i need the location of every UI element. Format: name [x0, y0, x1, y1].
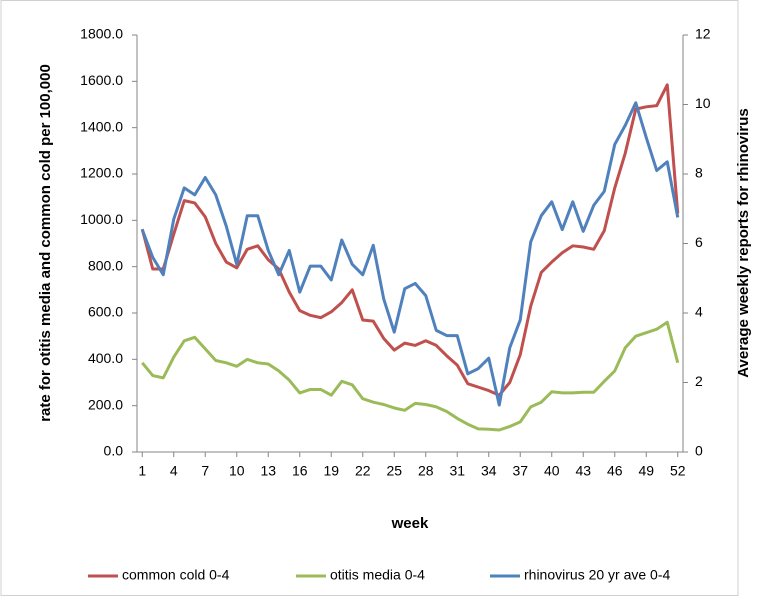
y-tick-label: 1600.0 — [80, 72, 123, 88]
x-axis-label: week — [391, 515, 429, 532]
y2-tick-label: 12 — [695, 26, 711, 42]
frame — [0, 0, 739, 596]
y2-axis-label: Average weekly reports for rhinovirus — [735, 108, 752, 378]
x-tick-label: 49 — [638, 463, 654, 479]
y2-tick-label: 4 — [695, 304, 703, 320]
x-tick-label: 25 — [386, 463, 402, 479]
legend-label: otitis media 0-4 — [330, 567, 425, 583]
x-tick-label: 16 — [292, 463, 308, 479]
y-tick-label: 600.0 — [88, 304, 123, 320]
y2-tick-label: 2 — [695, 373, 703, 389]
x-tick-label: 52 — [670, 463, 686, 479]
y-tick-label: 1200.0 — [80, 165, 123, 181]
x-tick-label: 28 — [418, 463, 434, 479]
x-tick-label: 22 — [355, 463, 371, 479]
x-tick-label: 46 — [607, 463, 623, 479]
x-tick-label: 34 — [481, 463, 497, 479]
x-tick-label: 7 — [201, 463, 209, 479]
legend-label: common cold 0-4 — [122, 567, 230, 583]
x-tick-label: 10 — [229, 463, 245, 479]
x-tick-label: 19 — [323, 463, 339, 479]
x-tick-label: 37 — [512, 463, 528, 479]
x-tick-label: 4 — [170, 463, 178, 479]
y2-tick-label: 0 — [695, 443, 703, 459]
x-tick-label: 31 — [449, 463, 465, 479]
legend-label: rhinovirus 20 yr ave 0-4 — [524, 567, 671, 583]
y-tick-label: 200.0 — [88, 396, 123, 412]
y-tick-label: 400.0 — [88, 350, 123, 366]
x-tick-label: 1 — [138, 463, 146, 479]
y-tick-label: 1400.0 — [80, 118, 123, 134]
y-axis-label: rate for otitis media and common cold pe… — [37, 64, 54, 422]
series-line — [140, 101, 680, 407]
y-tick-label: 0.0 — [104, 443, 124, 459]
y2-tick-label: 8 — [695, 165, 703, 181]
x-tick-label: 43 — [575, 463, 591, 479]
y2-tick-label: 6 — [695, 234, 703, 250]
series-line — [140, 83, 680, 397]
x-tick-label: 40 — [544, 463, 560, 479]
series-line — [141, 320, 680, 432]
y2-tick-label: 10 — [695, 95, 711, 111]
y-tick-label: 800.0 — [88, 257, 123, 273]
y-tick-label: 1800.0 — [80, 26, 123, 42]
y-tick-label: 1000.0 — [80, 211, 123, 227]
x-tick-label: 13 — [260, 463, 276, 479]
